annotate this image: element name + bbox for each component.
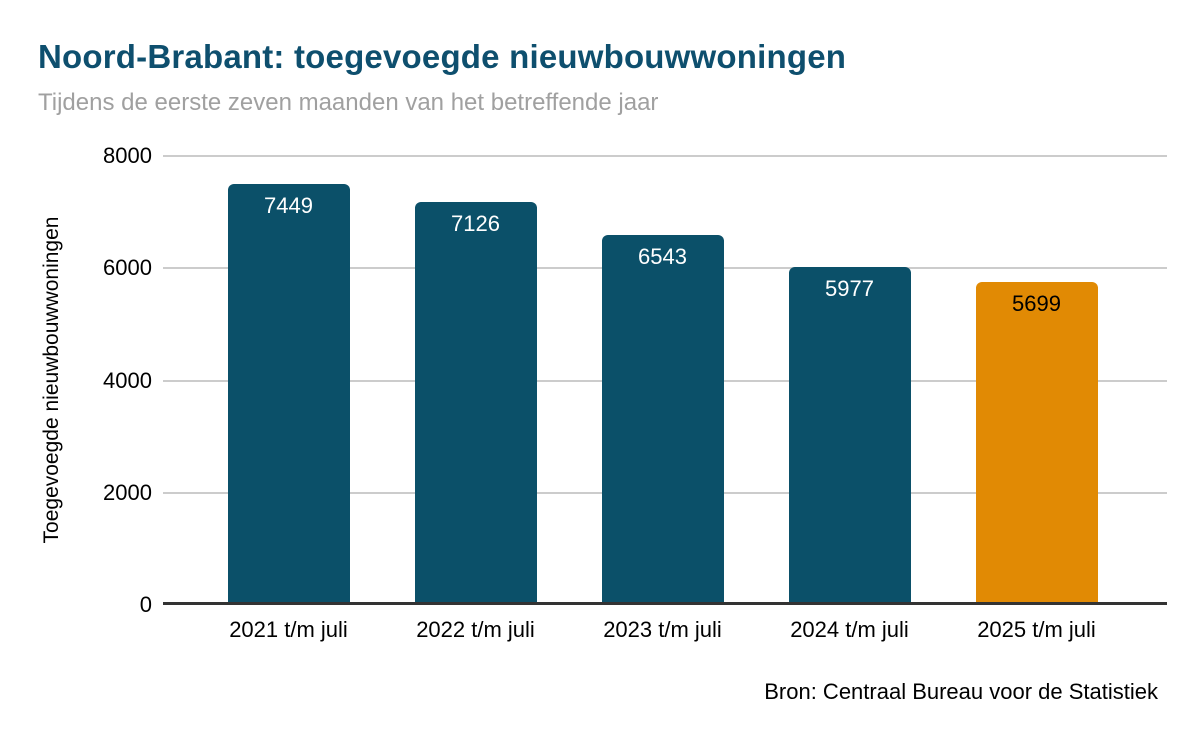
bar-value-label: 5977 [825, 275, 874, 301]
bar-group: 5977 [756, 153, 943, 602]
bar-2021: 7449 [227, 183, 350, 602]
bars-row: 7449 7126 6543 5977 5699 [195, 153, 1130, 602]
bar-value-label: 6543 [638, 243, 687, 269]
x-axis-tick-labels: 2021 t/m juli 2022 t/m juli 2023 t/m juli 2… [195, 617, 1130, 643]
plot-area: 7449 7126 6543 5977 5699 [163, 153, 1167, 605]
y-tick-label: 6000 [103, 255, 152, 281]
bar-value-label: 5699 [1012, 291, 1061, 317]
bar-2022: 7126 [414, 202, 537, 602]
gridline [163, 155, 1167, 157]
x-tick-label: 2024 t/m juli [790, 617, 909, 642]
bar-value-label: 7449 [264, 192, 313, 218]
chart-subtitle: Tijdens de eerste zeven maanden van het … [38, 89, 659, 116]
bar-group: 7449 [195, 153, 382, 602]
chart-title: Noord-Brabant: toegevoegde nieuwbouwwoni… [38, 38, 847, 75]
y-tick-label: 4000 [103, 367, 152, 393]
x-tick-label: 2021 t/m juli [229, 617, 348, 642]
source-note: Bron: Centraal Bureau voor de Statistiek [764, 679, 1158, 704]
y-tick-label: 8000 [103, 143, 152, 168]
x-tick-label: 2022 t/m juli [416, 617, 535, 642]
y-tick-label: 0 [139, 592, 152, 617]
x-tick-label: 2023 t/m juli [603, 617, 722, 642]
bar-group: 7126 [382, 153, 569, 602]
x-tick-label: 2025 t/m juli [977, 617, 1096, 642]
bar-2025: 5699 [975, 282, 1098, 602]
bar-group: 5699 [943, 153, 1130, 602]
bar-2024: 5977 [788, 266, 911, 602]
bar-value-label: 7126 [451, 211, 500, 237]
bar-group: 6543 [569, 153, 756, 602]
y-tick-label: 2000 [103, 479, 152, 505]
bar-2023: 6543 [601, 234, 724, 602]
